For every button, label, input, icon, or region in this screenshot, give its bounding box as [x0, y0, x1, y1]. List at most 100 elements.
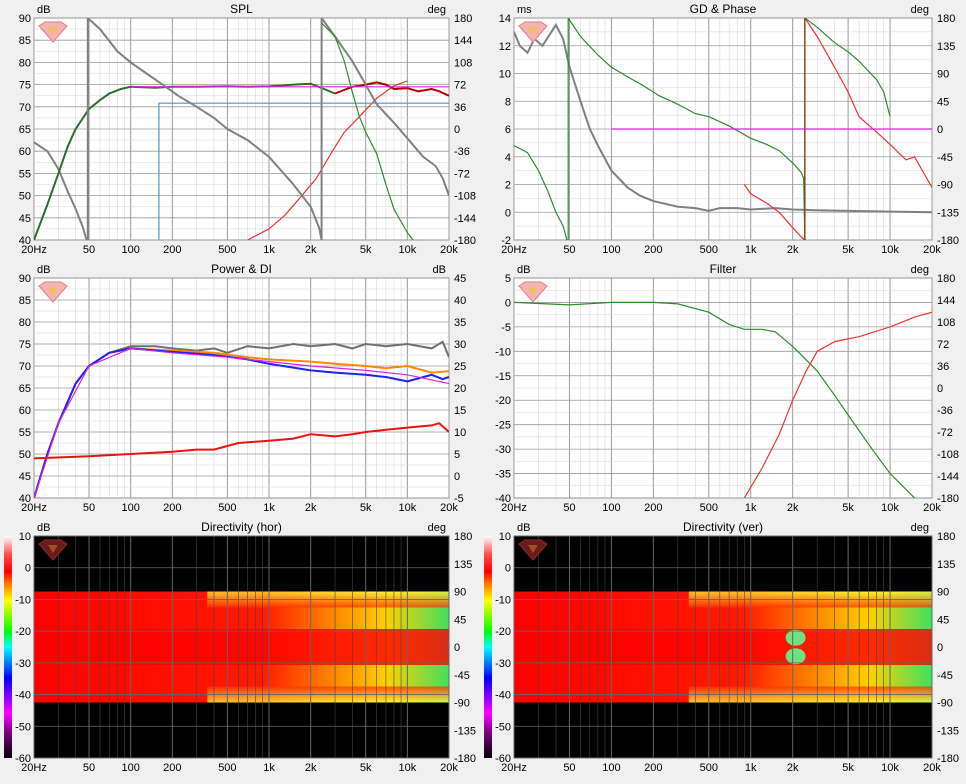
left-tick-label: -20: [495, 626, 511, 638]
right-tick-label: -180: [454, 753, 476, 765]
right-tick-label: -45: [937, 152, 953, 164]
x-tick-label: 50: [83, 244, 95, 256]
left-unit-label: dB: [517, 264, 530, 276]
x-tick-label: 10k: [398, 244, 416, 256]
left-tick-label: 50: [19, 191, 31, 203]
x-tick-label: 500: [218, 762, 236, 774]
left-tick-label: 60: [19, 405, 31, 417]
x-tick-label: 1k: [263, 502, 275, 514]
x-tick-label: 10k: [881, 502, 899, 514]
left-tick-label: 85: [19, 35, 31, 47]
grid: [513, 277, 933, 499]
left-tick-label: 45: [19, 471, 31, 483]
x-tick-label: 5k: [842, 502, 854, 514]
series-line-3: [334, 81, 449, 97]
left-tick-label: 0: [505, 563, 511, 575]
right-tick-label: -36: [937, 405, 953, 417]
x-tick-label: 5k: [360, 244, 372, 256]
logo-icon: [518, 21, 548, 43]
x-tick-label: 5k: [842, 762, 854, 774]
series-line-5: [158, 102, 449, 240]
series-line-4: [34, 422, 449, 460]
left-tick-label: -50: [15, 721, 31, 733]
right-tick-label: -45: [937, 670, 953, 682]
right-tick-label: 0: [454, 471, 460, 483]
right-unit-label: dB: [433, 264, 446, 276]
heatmap-core: [34, 629, 449, 665]
right-tick-label: 135: [937, 41, 955, 53]
right-tick-label: 180: [937, 273, 955, 285]
x-tick-label: 2k: [787, 502, 799, 514]
left-tick-label: -40: [15, 690, 31, 702]
series-line-2: [567, 18, 891, 240]
heatmap-lobe-upper: [785, 629, 806, 646]
x-tick-label: 20k: [923, 762, 941, 774]
series-line-0: [514, 22, 932, 214]
left-tick-label: -60: [495, 753, 511, 765]
left-tick-label: 80: [19, 57, 31, 69]
right-tick-label: -90: [937, 180, 953, 192]
x-tick-label: 20Hz: [21, 762, 47, 774]
x-tick-label: 20Hz: [21, 244, 47, 256]
x-tick-label: 500: [218, 244, 236, 256]
x-tick-label: 10k: [881, 244, 899, 256]
right-tick-label: 0: [937, 642, 943, 654]
chart-title: Directivity (hor): [201, 520, 282, 534]
left-unit-label: dB: [37, 4, 50, 16]
series-group: [514, 18, 932, 240]
left-tick-label: 10: [19, 531, 31, 543]
x-tick-label: 200: [644, 502, 662, 514]
right-tick-label: 45: [937, 614, 949, 626]
left-tick-label: -25: [495, 420, 511, 432]
right-tick-label: -5: [454, 493, 464, 505]
x-tick-label: 50: [83, 762, 95, 774]
logo-icon: [38, 21, 68, 43]
right-tick-label: 36: [937, 361, 949, 373]
left-tick-label: 50: [19, 449, 31, 461]
right-tick-label: 10: [454, 427, 466, 439]
x-tick-label: 1k: [745, 244, 757, 256]
right-tick-label: 144: [937, 295, 955, 307]
left-tick-label: 8: [505, 96, 511, 108]
series-line-1: [743, 311, 932, 498]
chart-dirh: Directivity (hor)dB deg100-10-20-30-40-50…: [4, 520, 476, 774]
grid: [33, 17, 450, 241]
logo-icon: [518, 281, 548, 303]
x-tick-label: 1k: [745, 762, 757, 774]
x-tick-label: 1k: [745, 502, 757, 514]
right-tick-label: 45: [937, 96, 949, 108]
right-tick-label: 180: [454, 13, 472, 25]
logo-icon: [38, 281, 68, 303]
x-tick-label: 2k: [787, 762, 799, 774]
x-tick-label: 10k: [881, 762, 899, 774]
heatmap-lobe-lower: [785, 648, 806, 665]
x-tick-label: 100: [122, 762, 140, 774]
left-tick-label: 40: [19, 493, 31, 505]
right-tick-label: 40: [454, 295, 466, 307]
left-tick-label: 70: [19, 361, 31, 373]
left-tick-label: 75: [19, 339, 31, 351]
left-tick-label: 75: [19, 80, 31, 92]
left-tick-label: 0: [25, 563, 31, 575]
x-tick-label: 20Hz: [21, 502, 47, 514]
right-tick-label: -180: [937, 753, 959, 765]
left-unit-label: ms: [517, 4, 532, 16]
x-tick-label: 50: [563, 502, 575, 514]
left-tick-label: 60: [19, 146, 31, 158]
left-tick-label: -10: [495, 346, 511, 358]
left-unit-label: dB: [37, 522, 50, 534]
chart-title: Directivity (ver): [683, 520, 763, 534]
heatmap-core: [514, 629, 932, 665]
grid: [33, 277, 450, 499]
x-tick-label: 20k: [440, 244, 458, 256]
x-tick-label: 20Hz: [501, 762, 527, 774]
x-tick-label: 2k: [305, 502, 317, 514]
x-tick-label: 2k: [787, 244, 799, 256]
right-tick-label: -72: [937, 427, 953, 439]
series-line-0: [514, 301, 916, 498]
series-group: [514, 301, 932, 498]
right-unit-label: deg: [911, 522, 929, 534]
